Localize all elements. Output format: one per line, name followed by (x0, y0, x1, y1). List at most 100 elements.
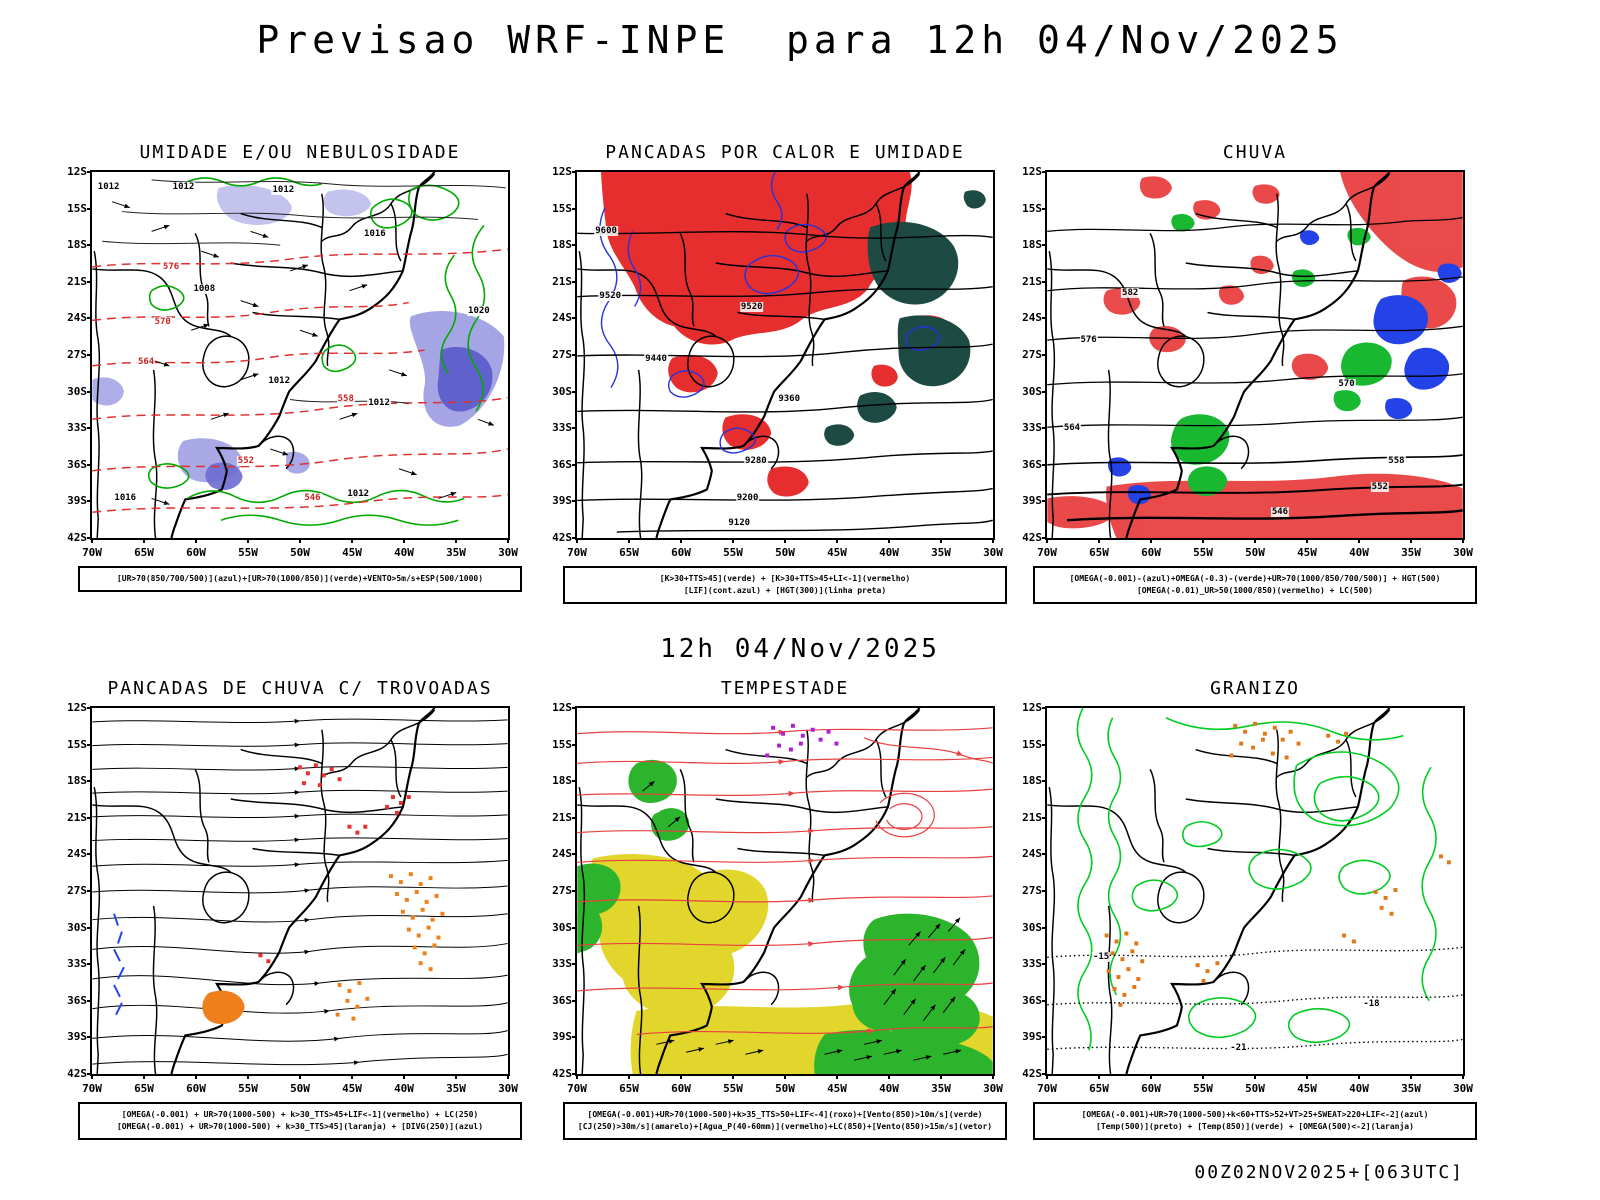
lat-tick-mark (572, 926, 577, 929)
lat-tick-label: 36S (1022, 993, 1042, 1007)
contour-label: 9440 (644, 353, 668, 364)
lon-tick-mark (247, 538, 249, 543)
map-canvas-chuva (1047, 172, 1463, 538)
lat-tick-label: 12S (552, 701, 572, 714)
lat-tick-mark (87, 926, 92, 929)
lat-tick-label: 18S (67, 774, 87, 788)
lon-tick-label: 60W (186, 1082, 206, 1095)
lon-tick-mark (628, 1074, 630, 1079)
contour-label: 558 (1387, 456, 1406, 467)
red-circulation (875, 792, 935, 838)
lat-tick-label: 39S (1022, 1030, 1042, 1044)
lat-tick-label: 21S (1022, 274, 1042, 288)
lon-tick-label: 65W (619, 546, 639, 559)
lat-tick-mark (1042, 780, 1047, 783)
lon-tick-label: 35W (446, 1082, 466, 1095)
lon-tick-mark (351, 538, 353, 543)
lat-tick-mark (572, 780, 577, 783)
lat-tick-label: 42S (67, 531, 87, 544)
lon-tick-label: 65W (619, 1082, 639, 1095)
lat-tick-label: 27S (552, 348, 572, 361)
lat-tick-label: 33S (1022, 957, 1042, 971)
lat-tick-label: 36S (67, 457, 87, 471)
lat-tick-label: 30S (552, 384, 572, 398)
lon-tick-label: 55W (723, 546, 743, 559)
lon-tick-label: 40W (1349, 1082, 1369, 1095)
lon-tick-mark (1098, 538, 1100, 543)
lon-tick-mark (299, 1074, 301, 1079)
map-canvas-trovoadas (92, 708, 508, 1074)
contour-label: -21 (1229, 1043, 1248, 1054)
temp500-black-contours (1047, 946, 1463, 1050)
caption-line: [CJ(250)>30m/s](amarelo)+[Agua_P(40-60mm… (577, 1122, 993, 1131)
hgt500-contours (1047, 216, 1463, 522)
lat-tick-label: 42S (1022, 1067, 1042, 1080)
lat-tick-label: 36S (552, 993, 572, 1007)
caption-box: [K>30+TTS>45](verde) + [K>30+TTS>45+LI<-… (563, 566, 1007, 604)
lon-tick-mark (836, 538, 838, 543)
lon-tick-label: 60W (671, 1082, 691, 1095)
lat-tick-mark (572, 207, 577, 210)
lat-tick-mark (572, 1073, 577, 1075)
panel-granizo: GRANIZO (1011, 676, 1499, 1140)
lat-tick-mark (87, 171, 92, 173)
lat-tick-mark (1042, 244, 1047, 247)
lat-tick-mark (1042, 963, 1047, 966)
lat-tick-label: 30S (67, 920, 87, 934)
lon-tick-mark (732, 538, 734, 543)
lon-tick-mark (1358, 1074, 1360, 1079)
lat-tick-label: 21S (552, 810, 572, 824)
lat-tick-mark (572, 890, 577, 892)
lon-tick-mark (195, 538, 197, 543)
lat-tick-label: 33S (67, 421, 87, 435)
lon-tick-label: 30W (1453, 546, 1473, 559)
lat-tick-label: 27S (67, 884, 87, 897)
panel-chuva: CHUVA (1011, 140, 1499, 604)
lon-tick-mark (576, 538, 578, 543)
lat-tick-mark (87, 390, 92, 393)
lon-tick-label: 60W (186, 546, 206, 559)
lon-tick-label: 35W (1401, 546, 1421, 559)
lat-tick-label: 36S (1022, 457, 1042, 471)
lon-tick-mark (1046, 538, 1048, 543)
lon-tick-mark (680, 538, 682, 543)
orange-shower-speckles (202, 872, 445, 1025)
lon-tick-mark (1410, 1074, 1412, 1079)
lat-tick-label: 33S (552, 421, 572, 435)
lon-tick-label: 45W (1297, 1082, 1317, 1095)
panel-title: CHUVA (1222, 142, 1288, 163)
panel-title: PANCADAS DE CHUVA C/ TROVOADAS (107, 678, 493, 699)
lon-tick-mark (299, 538, 301, 543)
panel-pancadas-calor: PANCADAS POR CALOR E UMIDADE (541, 140, 1029, 604)
lat-tick-mark (87, 999, 92, 1002)
lat-tick-mark (1042, 354, 1047, 356)
lon-tick-mark (1046, 1074, 1048, 1079)
dark-teal-areas (824, 190, 986, 446)
lat-tick-label: 33S (1022, 421, 1042, 435)
lat-tick-label: 33S (67, 957, 87, 971)
lon-tick-mark (143, 538, 145, 543)
lon-tick-mark (455, 538, 457, 543)
lon-tick-label: 65W (1089, 1082, 1109, 1095)
lat-tick-mark (1042, 1073, 1047, 1075)
caption-line: [UR>70(850/700/500)](azul)+[UR>70(1000/8… (116, 574, 484, 583)
lon-tick-mark (91, 538, 93, 543)
lon-tick-label: 60W (1141, 1082, 1161, 1095)
lon-tick-mark (888, 538, 890, 543)
lat-tick-label: 42S (552, 1067, 572, 1080)
lat-tick-label: 12S (67, 701, 87, 714)
lon-tick-label: 50W (290, 1082, 310, 1095)
lat-tick-mark (87, 280, 92, 283)
contour-label: 1020 (467, 306, 491, 317)
black-wind-vectors (642, 780, 966, 1061)
lon-tick-mark (351, 1074, 353, 1079)
lon-tick-label: 65W (134, 1082, 154, 1095)
lat-tick-label: 42S (67, 1067, 87, 1080)
lat-tick-label: 21S (67, 810, 87, 824)
lon-tick-label: 50W (290, 546, 310, 559)
lon-tick-label: 35W (931, 1082, 951, 1095)
contour-label: 1012 (271, 185, 296, 196)
lat-tick-mark (572, 244, 577, 247)
lon-tick-label: 50W (1245, 546, 1265, 559)
caption-line: [OMEGA(-0.001)+UR>70(1000-500)+k<60+TTS>… (1081, 1110, 1429, 1119)
